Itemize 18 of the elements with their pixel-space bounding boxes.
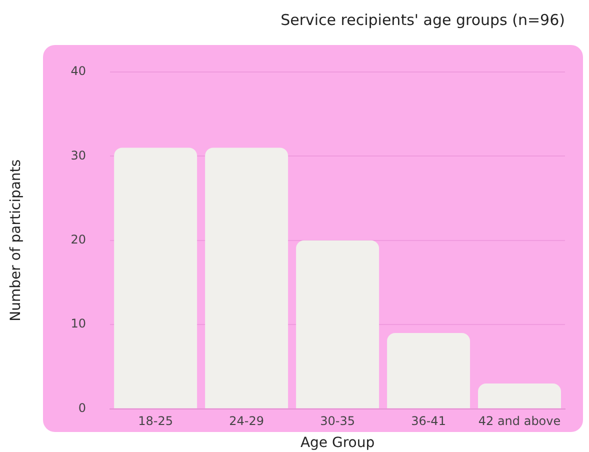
y-tick-label: 0 bbox=[78, 400, 86, 415]
bar bbox=[114, 148, 198, 408]
bar bbox=[387, 333, 470, 408]
x-axis-title: Age Group bbox=[300, 435, 375, 452]
y-tick-label: 10 bbox=[70, 316, 86, 331]
chart-title: Service recipients' age groups (n=96) bbox=[280, 10, 565, 29]
y-tick-label: 20 bbox=[70, 232, 86, 247]
y-tick-label: 30 bbox=[70, 148, 86, 162]
y-axis-title: Number of participants bbox=[8, 159, 24, 322]
x-tick-label: 36-41 bbox=[411, 414, 446, 428]
bar bbox=[205, 148, 288, 408]
bar bbox=[296, 240, 380, 408]
bar bbox=[478, 384, 561, 408]
x-tick-label: 24-29 bbox=[229, 414, 264, 428]
y-tick-label: 40 bbox=[70, 64, 86, 78]
x-tick-label: 42 and above bbox=[478, 414, 561, 428]
x-tick-label: 30-35 bbox=[320, 414, 355, 428]
x-tick-label: 18-25 bbox=[138, 414, 173, 428]
